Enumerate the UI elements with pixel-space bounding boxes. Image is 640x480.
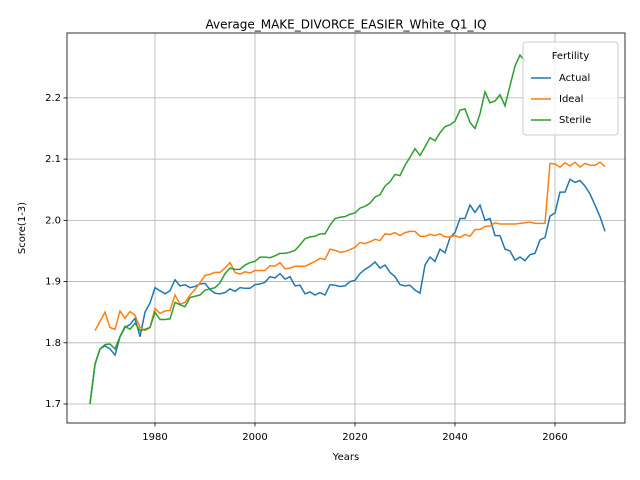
x-tick-label: 2000 bbox=[242, 432, 267, 443]
legend-label: Ideal bbox=[559, 94, 583, 105]
y-axis-label: Score(1-3) bbox=[17, 202, 28, 254]
legend-title: Fertility bbox=[552, 51, 590, 62]
y-tick-label: 1.9 bbox=[45, 277, 61, 288]
x-tick-label: 2040 bbox=[442, 432, 467, 443]
x-tick-label: 2060 bbox=[542, 432, 567, 443]
legend-box bbox=[522, 41, 619, 136]
x-axis-label: Years bbox=[332, 452, 359, 463]
y-tick-label: 1.7 bbox=[45, 399, 61, 410]
y-tick-label: 1.8 bbox=[45, 338, 61, 349]
legend-label: Sterile bbox=[559, 115, 591, 126]
line-series bbox=[89, 53, 526, 405]
legend-label: Actual bbox=[559, 73, 590, 84]
y-tick-label: 2.2 bbox=[45, 93, 61, 104]
plot-frame bbox=[66, 32, 626, 424]
x-tick-label: 2020 bbox=[342, 432, 367, 443]
line-series bbox=[94, 161, 606, 332]
line-series bbox=[89, 178, 606, 405]
chart-title: Average_MAKE_DIVORCE_EASIER_White_Q1_IQ bbox=[205, 18, 486, 32]
x-tick-label: 1980 bbox=[142, 432, 167, 443]
y-tick-label: 2.1 bbox=[45, 154, 61, 165]
legend: Fertility Actual Ideal Sterile bbox=[522, 41, 619, 136]
y-tick-label: 2.0 bbox=[45, 215, 61, 226]
